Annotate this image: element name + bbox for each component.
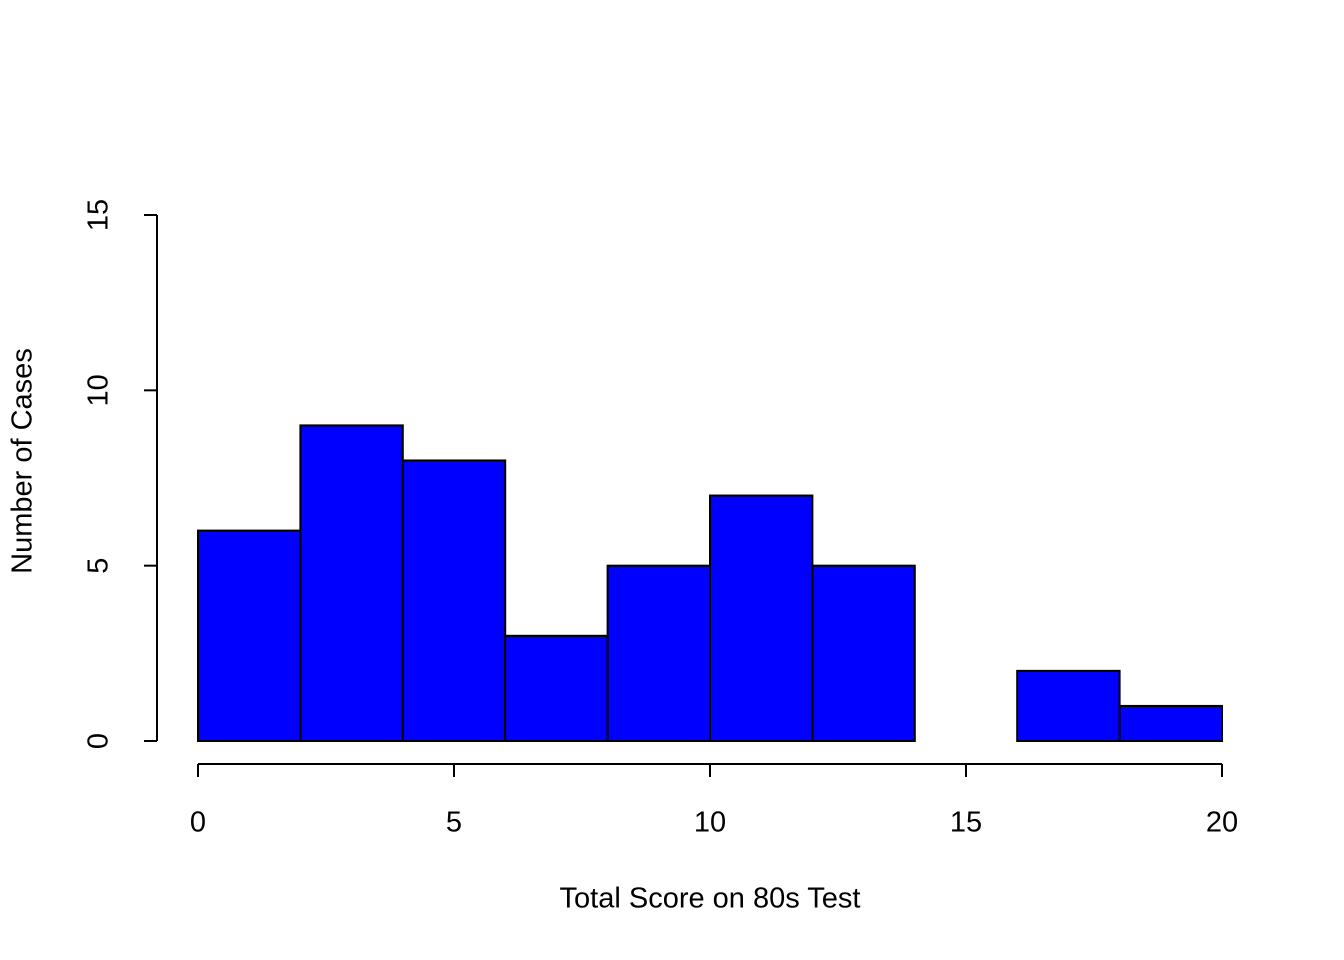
x-tick-label: 20	[1206, 807, 1238, 839]
x-axis-label: Total Score on 80s Test	[560, 883, 861, 915]
x-tick-label: 0	[190, 807, 206, 839]
bar	[1016, 669, 1121, 742]
bar	[811, 564, 916, 743]
y-tick-label: 0	[83, 733, 115, 749]
y-tick-label: 10	[83, 374, 115, 406]
bar	[1118, 704, 1223, 743]
y-axis-label: Number of Cases	[7, 348, 39, 574]
bar	[504, 634, 609, 742]
bar	[606, 564, 711, 743]
bar	[709, 494, 814, 742]
bar	[197, 529, 302, 742]
x-tick-label: 10	[694, 807, 726, 839]
x-tick-label: 5	[446, 807, 462, 839]
bar	[299, 424, 404, 742]
x-tick-label: 15	[950, 807, 982, 839]
bar	[401, 459, 507, 742]
y-tick-label: 5	[83, 558, 115, 574]
y-tick-label: 15	[83, 199, 115, 231]
